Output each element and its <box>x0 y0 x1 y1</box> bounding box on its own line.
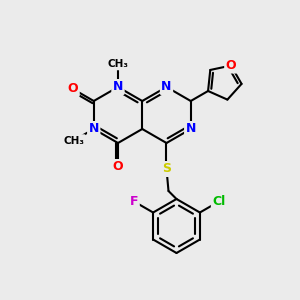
Text: F: F <box>130 195 138 208</box>
Text: CH₃: CH₃ <box>107 59 128 69</box>
Text: O: O <box>226 59 236 72</box>
Text: N: N <box>186 122 196 136</box>
Text: N: N <box>88 122 99 136</box>
Text: N: N <box>161 80 172 94</box>
Text: Cl: Cl <box>212 195 226 208</box>
Text: N: N <box>113 80 123 94</box>
Text: O: O <box>113 160 123 173</box>
Text: CH₃: CH₃ <box>63 136 84 146</box>
Text: O: O <box>68 82 78 95</box>
Text: S: S <box>162 163 171 176</box>
